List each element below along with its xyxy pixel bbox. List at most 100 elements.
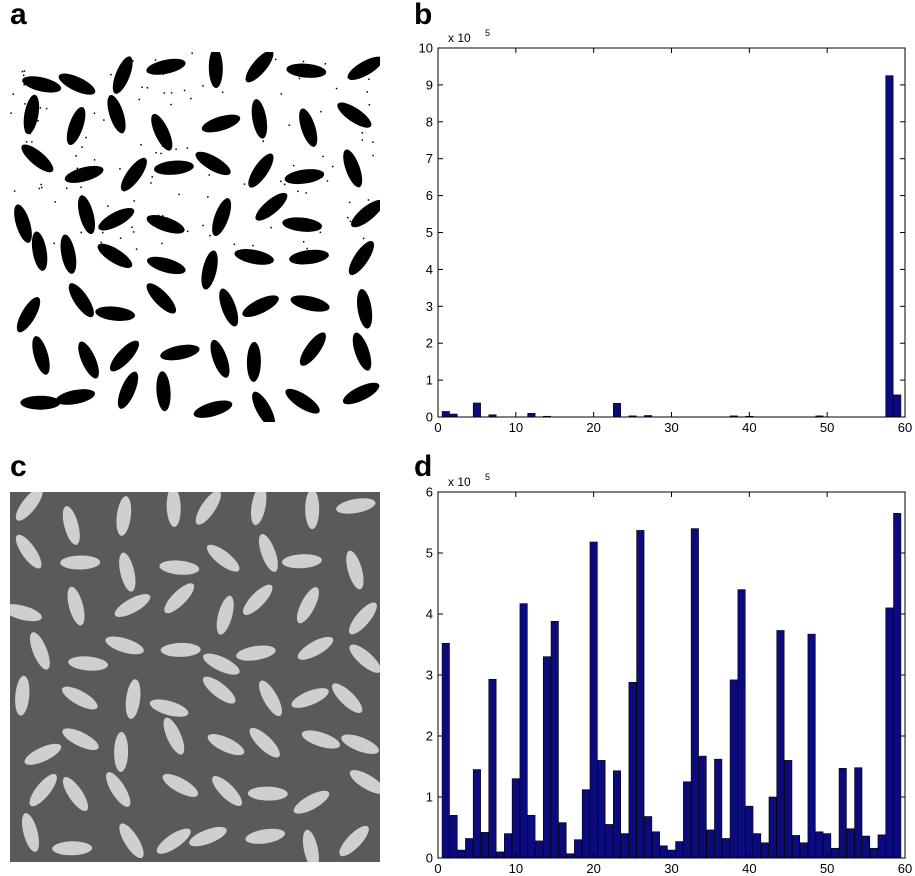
y-tick-label: 10 <box>419 41 433 56</box>
noise-speck <box>220 61 223 64</box>
noise-speck <box>66 187 68 190</box>
noise-speck <box>342 102 345 105</box>
rice-grain <box>201 250 218 290</box>
noise-speck <box>150 182 152 184</box>
rice-grain <box>357 289 373 329</box>
rice-grain <box>245 828 285 844</box>
bar <box>644 816 653 859</box>
noise-speck <box>217 118 219 121</box>
noise-speck <box>81 146 83 148</box>
bar <box>893 394 902 418</box>
noise-speck <box>119 237 122 239</box>
noise-speck <box>24 112 27 114</box>
noise-speck <box>40 183 42 186</box>
rice-grain <box>166 492 181 527</box>
bar <box>472 769 481 859</box>
rice-grain <box>21 144 54 173</box>
noise-speck <box>29 124 31 126</box>
bar <box>449 814 458 859</box>
noise-speck <box>324 63 327 65</box>
y-tick-label: 4 <box>426 607 433 622</box>
noise-speck <box>23 84 25 86</box>
rice-grain <box>21 813 40 852</box>
bar <box>885 75 894 418</box>
x-tick-label: 30 <box>664 420 678 435</box>
noise-speck <box>372 141 374 143</box>
noise-speck <box>114 109 117 111</box>
y-multiplier-label: x 10 <box>448 475 471 489</box>
bar <box>613 770 622 859</box>
noise-speck <box>113 247 116 249</box>
y-tick-label: 7 <box>426 151 433 166</box>
y-tick-label: 4 <box>426 262 433 277</box>
binary-rice-image <box>10 52 380 422</box>
rice-grain <box>97 243 133 268</box>
rice-grain <box>162 773 199 797</box>
noise-speck <box>10 112 12 114</box>
rice-grain <box>291 688 329 708</box>
rice-grain <box>219 288 239 327</box>
histogram-chart-b: 0 10 20 30 40 50 60 0 1 2 3 4 5 6 7 8 9 10 x 10 5 <box>419 28 913 435</box>
noise-speck <box>54 201 56 203</box>
rice-grain <box>236 645 276 661</box>
bar <box>605 824 614 859</box>
noise-speck <box>160 152 162 155</box>
noise-speck <box>267 215 270 218</box>
rice-grain <box>216 595 234 635</box>
bar <box>550 621 559 859</box>
x-tick-label: 50 <box>820 420 834 435</box>
noise-speck <box>191 52 193 54</box>
noise-speck <box>372 154 374 157</box>
noise-speck <box>38 187 41 190</box>
bar <box>877 834 886 859</box>
noise-speck <box>362 237 365 240</box>
rice-grain <box>206 544 240 572</box>
bar <box>496 851 505 859</box>
y-tick-label: 1 <box>426 373 433 388</box>
noise-speck <box>141 86 143 89</box>
bar <box>441 642 450 859</box>
bar <box>807 633 816 859</box>
panel-label-d: d <box>414 450 433 483</box>
rice-grain <box>60 234 77 274</box>
y-tick-label: 6 <box>426 188 433 203</box>
rice-grain <box>55 389 96 405</box>
bar <box>846 828 855 859</box>
noise-speck <box>186 230 189 233</box>
rice-grain <box>332 683 363 713</box>
rice-grain <box>120 157 147 192</box>
noise-speck <box>207 196 209 198</box>
bar <box>675 841 684 859</box>
rice-grain <box>259 680 282 717</box>
noise-speck <box>118 125 121 127</box>
bar <box>488 678 497 859</box>
rice-grain <box>29 632 50 670</box>
rice-grain <box>119 552 136 592</box>
rice-grain <box>31 231 48 271</box>
bar <box>698 755 707 859</box>
y-tick-label: 3 <box>426 668 433 683</box>
y-multiplier-exponent: 5 <box>485 472 490 482</box>
noise-speck <box>305 192 307 194</box>
noise-speck <box>221 91 224 94</box>
rice-grain <box>10 604 42 622</box>
rice-grain <box>95 306 136 321</box>
bar <box>441 411 450 418</box>
rice-grain <box>156 371 171 412</box>
rice-grain <box>258 534 278 572</box>
bar <box>480 832 489 859</box>
bar <box>799 842 808 859</box>
noise-speck <box>132 231 135 233</box>
noise-speck <box>135 248 138 250</box>
rice-grain <box>305 492 320 530</box>
noise-speck <box>119 88 121 90</box>
rice-grain <box>62 777 89 812</box>
noise-speck <box>209 234 211 237</box>
y-tick-label: 8 <box>426 114 433 129</box>
noise-speck <box>85 136 87 139</box>
noise-speck <box>140 144 142 146</box>
bar <box>659 845 668 859</box>
noise-speck <box>102 231 104 234</box>
bar <box>597 760 606 859</box>
rice-grain <box>156 828 191 854</box>
